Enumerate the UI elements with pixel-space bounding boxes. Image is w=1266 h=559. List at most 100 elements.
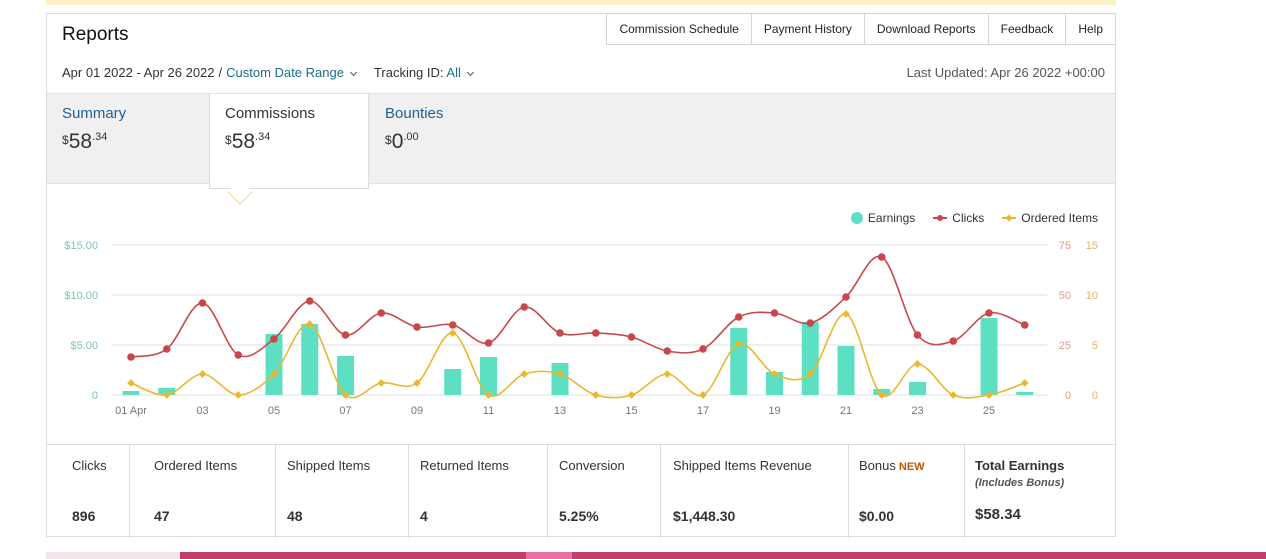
clicks-point [1020,321,1029,329]
ordered-items-point [663,370,672,378]
new-badge: NEW [898,461,925,473]
help-link[interactable]: Help [1066,13,1116,45]
stat-label: Shipped Items [287,458,371,473]
clicks-point [591,329,600,337]
x-tick-label: 09 [411,405,423,417]
stat-bonus: Bonus NEW $0.00 [849,445,965,538]
earnings-bar [444,369,462,395]
stat-total-earnings: Total Earnings (Includes Bonus) $58.34 [965,445,1115,538]
legend-ordered-items[interactable]: Ordered Items [1002,211,1098,225]
earnings-bar [265,334,283,395]
tab-bounties-amount: $0.00 [385,130,530,154]
tracking-id-dropdown[interactable]: Tracking ID: All [374,65,474,80]
amount-decimal: .00 [403,131,419,143]
y-right-ordered-tick-label: 0 [1092,390,1098,402]
ordered-items-point [556,370,564,378]
clicks-point [377,309,386,317]
ordered-items-point [770,370,779,378]
amount-whole: 0 [391,130,404,153]
custom-date-range-dropdown[interactable]: Custom Date Range [226,65,357,80]
ordered-items-point [591,391,600,399]
feedback-link[interactable]: Feedback [988,13,1067,45]
reports-card: Reports Commission Schedule Payment Hist… [46,13,1116,538]
legend-earnings-label: Earnings [867,211,916,225]
tab-bounties-label: Bounties [385,105,444,122]
legend-earnings[interactable]: Earnings [850,211,916,225]
y-right-clicks-tick-label: 0 [1065,390,1071,402]
commission-schedule-link[interactable]: Commission Schedule [606,13,752,45]
stat-value: $1,448.30 [673,508,736,524]
custom-date-range-label: Custom Date Range [226,65,344,80]
stat-value: 896 [72,508,96,524]
x-tick-label: 15 [625,405,637,417]
stat-sublabel: (Includes Bonus) [975,477,1065,489]
x-tick-label: 17 [697,405,709,417]
stat-label: Clicks [72,458,107,473]
download-reports-link[interactable]: Download Reports [864,13,989,45]
ordered-items-point [806,370,815,378]
clicks-point [627,333,636,341]
last-updated: Last Updated: Apr 26 2022 +00:00 [906,65,1105,80]
ordered-items-point [448,329,457,337]
y-left-tick-label: $5.00 [70,340,98,352]
currency-symbol: $ [225,133,232,147]
stat-returned-items: Returned Items 4 [409,445,548,538]
stat-label: Ordered Items [154,458,238,473]
clicks-point [949,337,958,345]
stat-label: Conversion [559,458,625,473]
y-right-clicks-tick-label: 50 [1059,290,1071,302]
clicks-point [842,293,850,301]
legend-clicks-label: Clicks [952,211,985,225]
date-range-text: Apr 01 2022 - Apr 26 2022 [62,65,215,80]
currency-symbol: $ [62,133,69,147]
chevron-down-icon [349,68,357,77]
tab-summary-amount: $58.34 [62,130,209,154]
stats-row: Clicks 896 Ordered Items 47 Shipped Item… [47,444,1115,538]
x-tick-label: 13 [554,405,566,417]
earnings-bar [1016,392,1034,395]
stat-ordered-items: Ordered Items 47 [130,445,276,538]
report-tabs: Summary $58.34 Commissions $58.34 Bounti… [47,93,1115,189]
earnings-chart: Earnings Clicks Ordered Items 0 0 0 $5.00 25… [47,184,1115,444]
y-left-tick-label: $10.00 [64,290,98,302]
tab-commissions[interactable]: Commissions $58.34 [209,94,369,189]
clicks-point [806,319,815,327]
clicks-point [448,321,457,329]
legend-clicks-swatch [933,215,948,221]
x-tick-label: 25 [983,405,995,417]
ordered-items-point [520,370,529,378]
clicks-point [270,335,278,343]
stat-label: Total Earnings [975,458,1065,473]
tab-summary[interactable]: Summary $58.34 [47,94,209,185]
x-tick-label: 23 [911,405,923,417]
clicks-point [770,309,779,317]
stat-clicks: Clicks 896 [47,445,130,538]
legend-earnings-swatch [850,212,863,224]
clicks-point [341,331,350,339]
ordered-items-point [162,391,171,399]
ordered-items-point [627,391,636,399]
x-tick-label: 01 Apr [115,405,147,417]
tracking-id-value: All [446,65,461,80]
stat-bonus-label: Bonus [859,458,896,473]
y-right-clicks-tick-label: 25 [1059,340,1071,352]
clicks-point [520,303,529,311]
stat-label: Returned Items [420,458,509,473]
stat-value: 48 [287,508,303,524]
payment-history-link[interactable]: Payment History [751,13,865,45]
clicks-point [556,329,564,337]
tab-bounties[interactable]: Bounties $0.00 [370,94,530,185]
y-right-clicks-tick-label: 75 [1059,240,1071,252]
y-left-tick-label: $15.00 [64,240,98,252]
earnings-bar [122,391,140,395]
ordered-items-point [842,310,850,318]
y-right-ordered-tick-label: 10 [1086,290,1098,302]
earnings-bar [480,357,497,395]
ordered-items-point [949,391,958,399]
tab-summary-label: Summary [62,105,127,122]
chart-plot: 0 0 0 $5.00 25 5 $10.00 50 10 $15.00 75 15 01 Apr 03 0… [64,240,1098,417]
clicks-point [913,331,922,339]
clicks-point [877,253,886,261]
legend-clicks[interactable]: Clicks [933,211,984,225]
stat-value: 4 [420,508,428,524]
